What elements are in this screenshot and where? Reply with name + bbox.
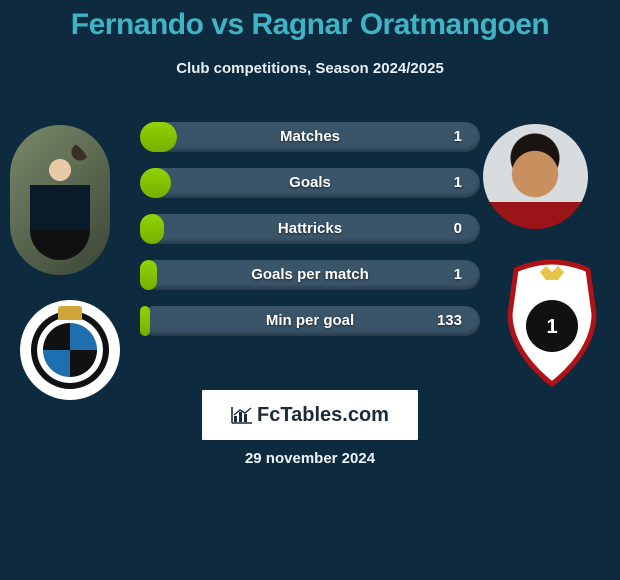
svg-text:1: 1 <box>546 316 557 338</box>
stat-label: Goals <box>140 168 480 198</box>
fctables-logo: FcTables.com <box>202 390 418 440</box>
page-title: Fernando vs Ragnar Oratmangoen <box>0 0 620 42</box>
player-left-name: Fernando <box>71 8 204 41</box>
stat-label: Goals per match <box>140 260 480 290</box>
stat-value: 1 <box>454 260 462 290</box>
stat-label: Matches <box>140 122 480 152</box>
stat-row: Goals1 <box>140 168 480 198</box>
stat-value: 1 <box>454 122 462 152</box>
player-right-photo <box>483 124 588 229</box>
stat-row: Matches1 <box>140 122 480 152</box>
stat-value: 1 <box>454 168 462 198</box>
stat-label: Min per goal <box>140 306 480 336</box>
club-left-logo <box>20 300 120 400</box>
stat-row: Min per goal133 <box>140 306 480 336</box>
stat-row: Goals per match1 <box>140 260 480 290</box>
vs-separator: vs <box>211 8 243 41</box>
stat-row: Hattricks0 <box>140 214 480 244</box>
player-right-name: Ragnar Oratmangoen <box>252 8 550 41</box>
club-right-logo: 1 <box>502 258 602 388</box>
stat-value: 0 <box>454 214 462 244</box>
date-text: 29 november 2024 <box>0 450 620 467</box>
stat-value: 133 <box>437 306 462 336</box>
player-left-photo <box>10 125 110 275</box>
subtitle: Club competitions, Season 2024/2025 <box>0 60 620 77</box>
stats-list: Matches1Goals1Hattricks0Goals per match1… <box>140 122 480 352</box>
stat-label: Hattricks <box>140 214 480 244</box>
logo-text: FcTables.com <box>257 404 389 427</box>
chart-icon <box>231 406 253 424</box>
